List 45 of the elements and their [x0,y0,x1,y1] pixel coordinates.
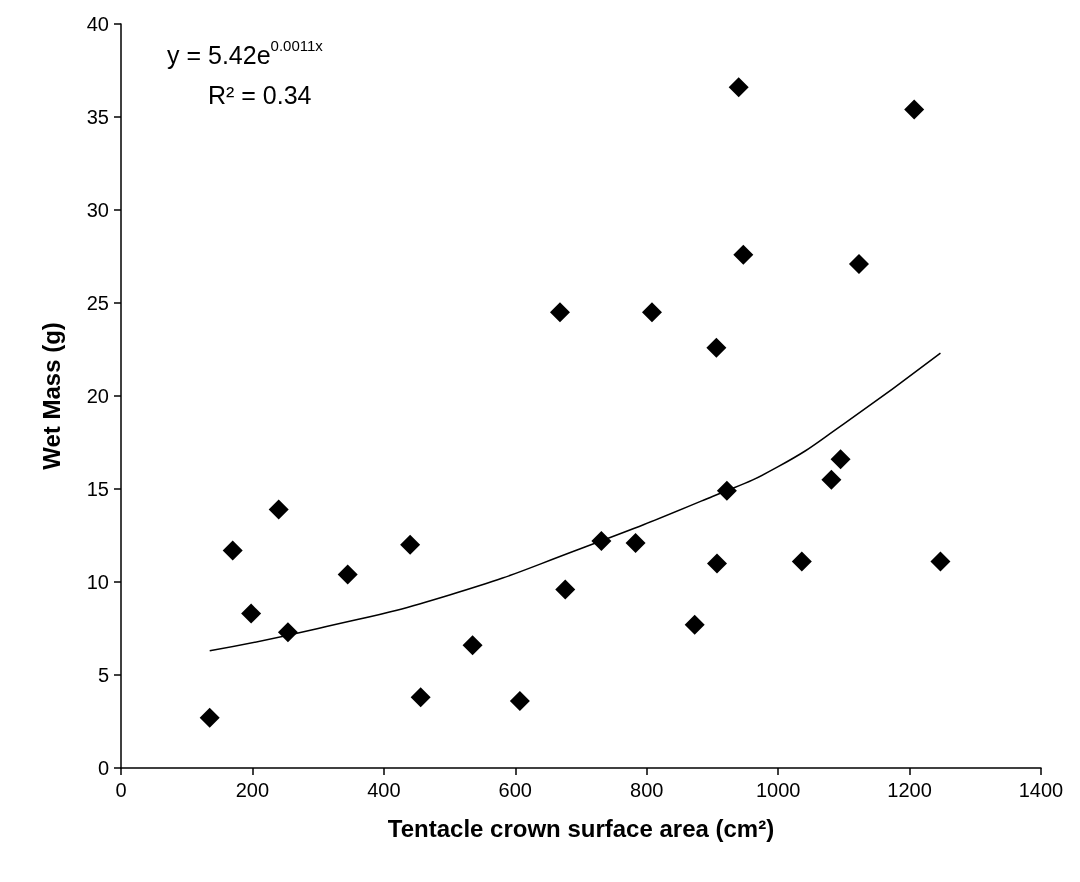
y-tick-label: 20 [86,385,109,407]
x-tick-label: 400 [367,779,401,801]
point [706,337,727,358]
x-tick-label: 600 [498,779,532,801]
line-series [208,352,942,652]
y-tick-label: 0 [97,757,109,779]
point [821,469,842,490]
y-tick-label: 35 [86,106,109,128]
point [241,603,262,624]
point [707,553,728,574]
point [337,564,358,585]
point [830,449,851,470]
y-tick-label: 40 [86,13,109,35]
x-tick-label: 1400 [1018,779,1064,801]
x-tick-label: 1200 [887,779,932,801]
point [268,499,289,520]
point [848,253,869,274]
point [733,244,754,265]
point [904,99,925,120]
x-tick-label: 1000 [755,779,801,801]
point [462,635,483,656]
point [199,707,220,728]
point [641,302,662,323]
x-tick-label: 0 [115,779,127,801]
point [791,551,812,572]
y-tick-label: 10 [86,571,109,593]
point [549,302,570,323]
y-tick-label: 25 [86,292,109,314]
y-axis-title: Wet Mass (g) [37,322,65,470]
point [684,614,705,635]
point [930,551,951,572]
point [509,691,530,712]
point [728,77,749,98]
point [625,532,646,553]
point [222,540,243,561]
y-tick-label: 5 [97,664,109,686]
annotation: R² = 0.34 [208,80,312,109]
point [400,534,421,555]
y-tick-label: 30 [86,199,109,221]
y-tick-label: 15 [86,478,109,500]
x-axis-title: Tentacle crown surface area (cm²) [387,814,775,842]
x-tick-label: 800 [630,779,664,801]
point [410,687,431,708]
point [555,579,576,600]
x-tick-label: 200 [235,779,270,801]
